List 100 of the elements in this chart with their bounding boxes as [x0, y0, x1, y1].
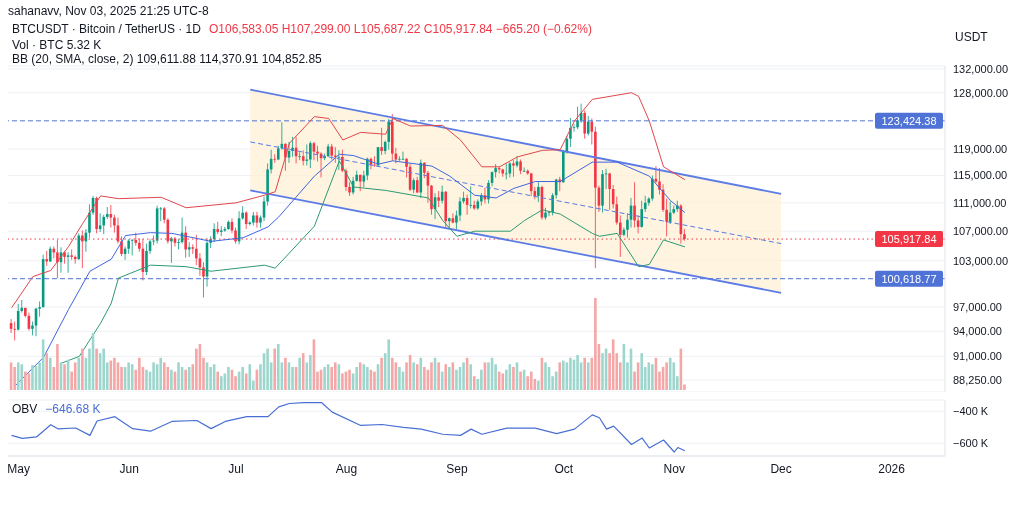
bar	[472, 376, 476, 390]
bar	[266, 348, 269, 390]
bar	[480, 369, 483, 390]
bar	[537, 380, 540, 390]
bar	[95, 348, 98, 390]
candlestick	[551, 192, 554, 216]
bar	[390, 357, 394, 390]
candlestick	[273, 153, 277, 164]
bar	[216, 371, 220, 390]
candlestick	[305, 144, 309, 166]
bar	[576, 355, 579, 390]
bar	[177, 362, 180, 390]
candlestick	[398, 155, 401, 162]
candlestick	[187, 241, 191, 258]
candlestick	[583, 110, 586, 140]
candlestick	[73, 255, 77, 265]
y-tick-label: 97,000.00	[953, 300, 1002, 313]
bar	[298, 357, 301, 390]
bar	[77, 357, 81, 390]
bar	[284, 357, 287, 390]
bar	[594, 298, 597, 390]
candlestick	[145, 243, 148, 276]
x-tick-label: Dec	[770, 461, 792, 476]
bar	[130, 364, 134, 390]
candlestick	[537, 181, 540, 203]
chart-subtitle: O106,583.05 H107,299.00 L105,687.22 C105,917.84 −665.20 (−0.62%)	[208, 22, 592, 36]
bar	[159, 357, 163, 390]
ref-line-label: 105,917.84	[881, 233, 937, 246]
candlestick	[522, 167, 526, 173]
y-tick-label: 107,000.00	[953, 225, 1009, 238]
x-tick-label: Jul	[228, 461, 244, 476]
bar	[512, 367, 515, 390]
candlestick	[191, 243, 195, 255]
x-tick-label: 2026	[878, 461, 906, 476]
bar	[162, 362, 166, 390]
bar	[145, 369, 148, 390]
x-tick-label: Jun	[119, 461, 139, 476]
bar	[187, 367, 191, 390]
bar	[102, 348, 106, 390]
bar	[437, 362, 440, 390]
y-tick-label: 88,250.00	[953, 373, 1002, 386]
bar	[341, 373, 344, 390]
bar	[170, 369, 173, 390]
bar	[273, 348, 277, 390]
bar	[430, 362, 433, 390]
bar	[423, 367, 426, 390]
bar	[184, 369, 187, 390]
bar	[373, 371, 376, 390]
bar	[45, 353, 49, 390]
bar	[665, 362, 668, 390]
bar	[448, 367, 451, 390]
bar	[309, 355, 312, 390]
bar	[248, 364, 252, 390]
candlestick	[16, 303, 20, 331]
y-tick-label: 111,000.00	[953, 196, 1007, 209]
bar	[152, 362, 155, 390]
y-tick-label: 94,000.00	[953, 325, 1002, 338]
bar	[583, 357, 586, 390]
line-series	[10, 401, 686, 453]
bar	[16, 362, 20, 390]
bar	[455, 369, 458, 390]
bar	[366, 367, 369, 390]
bar	[73, 362, 77, 390]
candlestick	[505, 163, 508, 180]
bar	[138, 357, 141, 390]
bar	[362, 364, 366, 390]
candlestick	[102, 214, 106, 235]
x-tick-label: Sep	[446, 461, 468, 476]
bar	[640, 353, 643, 390]
bar	[348, 369, 351, 390]
candlestick	[309, 140, 312, 169]
bar	[48, 357, 52, 390]
bar	[31, 365, 34, 390]
candlestick	[70, 249, 73, 261]
x-tick-label: Aug	[335, 461, 358, 476]
candlestick	[619, 215, 622, 258]
bar	[487, 362, 490, 390]
bar	[387, 339, 391, 390]
x-tick-label: May	[7, 461, 31, 476]
y-tick-label: 115,000.00	[953, 169, 1008, 182]
bar	[195, 348, 198, 390]
bar	[419, 357, 423, 390]
bar	[558, 362, 562, 390]
bar	[127, 362, 130, 390]
candlestick	[437, 190, 440, 208]
bar	[24, 371, 27, 390]
x-tick-label: Nov	[663, 461, 685, 476]
candlestick	[547, 210, 551, 217]
bar	[651, 364, 654, 390]
chart-title: OBV	[12, 402, 38, 416]
line-series	[11, 92, 686, 309]
y-tick-label: 91,000.00	[953, 350, 1002, 363]
y-tick-label: 132,000.00	[953, 62, 1009, 75]
candlestick	[373, 155, 376, 168]
bar	[586, 362, 590, 390]
ref-line-label: 100,618.77	[881, 272, 937, 285]
bar	[227, 367, 230, 390]
bar	[415, 364, 419, 390]
bar	[519, 371, 522, 390]
bar	[358, 362, 362, 390]
